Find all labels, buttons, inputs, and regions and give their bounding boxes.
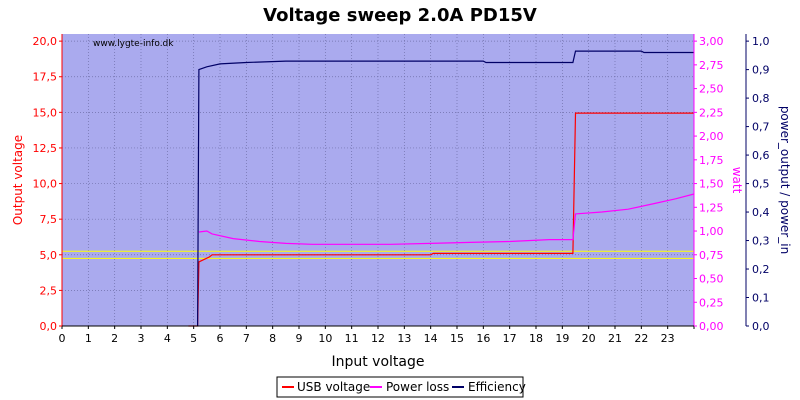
x-tick-label: 12	[371, 332, 385, 345]
x-tick-label: 5	[190, 332, 197, 345]
y-left-tick-label: 2,5	[40, 284, 58, 297]
y-right-watt-tick-label: 0,25	[699, 296, 724, 309]
series-line-efficiency	[197, 50, 694, 327]
y-right-efficiency-tick-label: 0,7	[752, 121, 770, 134]
legend-label-usb-voltage: USB voltage	[297, 380, 370, 394]
x-tick-label: 11	[345, 332, 359, 345]
y-left-tick-label: 5,0	[40, 249, 58, 262]
x-tick-label: 22	[634, 332, 648, 345]
x-tick-label: 2	[111, 332, 118, 345]
y-left-tick-label: 7,5	[40, 213, 58, 226]
x-tick-label: 10	[318, 332, 332, 345]
y-right-efficiency-tick-label: 0,9	[752, 64, 770, 77]
watermark: www.lygte-info.dk	[93, 39, 174, 49]
x-tick-label: 16	[476, 332, 490, 345]
y-axis-right-watt-label: watt	[730, 167, 744, 194]
legend-label-power-loss: Power loss	[386, 380, 449, 394]
x-tick-label: 0	[59, 332, 66, 345]
x-tick-label: 3	[138, 332, 145, 345]
y-right-watt-tick-label: 2,75	[699, 59, 724, 72]
y-right-watt-tick-label: 2,50	[699, 83, 724, 96]
y-right-watt-tick-label: 1,25	[699, 201, 724, 214]
legend-label-efficiency: Efficiency	[468, 380, 526, 394]
x-tick-label: 18	[529, 332, 543, 345]
x-tick-label: 23	[661, 332, 675, 345]
y-right-efficiency-tick-label: 0,8	[752, 92, 770, 105]
x-tick-label: 4	[164, 332, 171, 345]
x-tick-label: 7	[243, 332, 250, 345]
y-right-watt-tick-label: 2,00	[699, 130, 724, 143]
y-right-efficiency-tick-label: 0,6	[752, 149, 770, 162]
y-axis-left-label: Output voltage	[11, 135, 25, 225]
y-right-efficiency-tick-label: 0,0	[752, 320, 770, 333]
y-axis-right-efficiency-label: power_output / power_in	[778, 106, 792, 254]
y-left-tick-label: 12,5	[33, 142, 58, 155]
y-right-efficiency-tick-label: 0,4	[752, 206, 770, 219]
y-right-watt-tick-label: 1,50	[699, 178, 724, 191]
x-axis-label: Input voltage	[331, 354, 424, 370]
x-tick-label: 6	[217, 332, 224, 345]
y-right-efficiency-tick-label: 0,5	[752, 178, 770, 191]
series-group	[188, 50, 695, 327]
y-left-tick-label: 20,0	[33, 35, 58, 48]
x-tick-label: 1	[85, 332, 92, 345]
y-right-watt-tick-label: 1,75	[699, 154, 724, 167]
y-left-tick-label: 17,5	[33, 71, 58, 84]
y-right-efficiency-tick-label: 0,2	[752, 263, 770, 276]
y-right-efficiency-tick-label: 1,0	[752, 35, 770, 48]
x-tick-label: 19	[555, 332, 569, 345]
chart-title: Voltage sweep 2.0A PD15V	[263, 5, 537, 26]
x-tick-label: 15	[450, 332, 464, 345]
x-tick-label: 20	[582, 332, 596, 345]
y-right-watt-tick-label: 3,00	[699, 35, 724, 48]
axes: 0 1 2 3 4 5 6 7 8 9 10 11 12 13 14 15 16 17 18 19 20 21 22 230,…	[33, 34, 770, 345]
y-right-watt-tick-label: 0,75	[699, 249, 724, 262]
x-tick-label: 14	[424, 332, 438, 345]
y-right-watt-tick-label: 2,25	[699, 106, 724, 119]
y-left-tick-label: 15,0	[33, 106, 58, 119]
y-right-watt-tick-label: 0,50	[699, 273, 724, 286]
x-tick-label: 17	[503, 332, 517, 345]
legend: USB voltage Power loss Efficiency	[276, 376, 526, 398]
y-left-tick-label: 10,0	[33, 178, 58, 191]
plot-area	[62, 34, 694, 326]
x-tick-label: 9	[296, 332, 303, 345]
series-line-power-loss	[198, 193, 695, 245]
y-left-tick-label: 0,0	[40, 320, 58, 333]
y-right-watt-tick-label: 0,00	[699, 320, 724, 333]
y-right-efficiency-tick-label: 0,3	[752, 235, 770, 248]
y-right-efficiency-tick-label: 0,1	[752, 292, 770, 305]
x-tick-label: 8	[269, 332, 276, 345]
y-right-watt-tick-label: 1,00	[699, 225, 724, 238]
reference-lines	[62, 250, 694, 259]
x-tick-label: 21	[608, 332, 622, 345]
x-tick-label: 13	[397, 332, 411, 345]
legend-box	[276, 376, 524, 398]
